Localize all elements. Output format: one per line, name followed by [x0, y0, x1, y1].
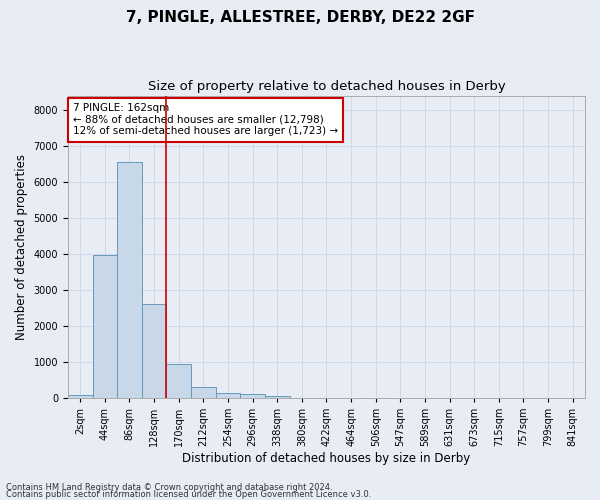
Text: Contains HM Land Registry data © Crown copyright and database right 2024.: Contains HM Land Registry data © Crown c…: [6, 484, 332, 492]
Text: Contains public sector information licensed under the Open Government Licence v3: Contains public sector information licen…: [6, 490, 371, 499]
Title: Size of property relative to detached houses in Derby: Size of property relative to detached ho…: [148, 80, 505, 93]
X-axis label: Distribution of detached houses by size in Derby: Distribution of detached houses by size …: [182, 452, 470, 465]
Bar: [240, 394, 265, 398]
Bar: [265, 396, 290, 398]
Bar: [191, 387, 215, 398]
Text: 7 PINGLE: 162sqm
← 88% of detached houses are smaller (12,798)
12% of semi-detac: 7 PINGLE: 162sqm ← 88% of detached house…: [73, 103, 338, 136]
Bar: [215, 393, 240, 398]
Bar: [68, 395, 92, 398]
Y-axis label: Number of detached properties: Number of detached properties: [15, 154, 28, 340]
Bar: [117, 162, 142, 398]
Bar: [142, 304, 166, 398]
Text: 7, PINGLE, ALLESTREE, DERBY, DE22 2GF: 7, PINGLE, ALLESTREE, DERBY, DE22 2GF: [125, 10, 475, 25]
Bar: [166, 364, 191, 398]
Bar: [92, 254, 117, 398]
